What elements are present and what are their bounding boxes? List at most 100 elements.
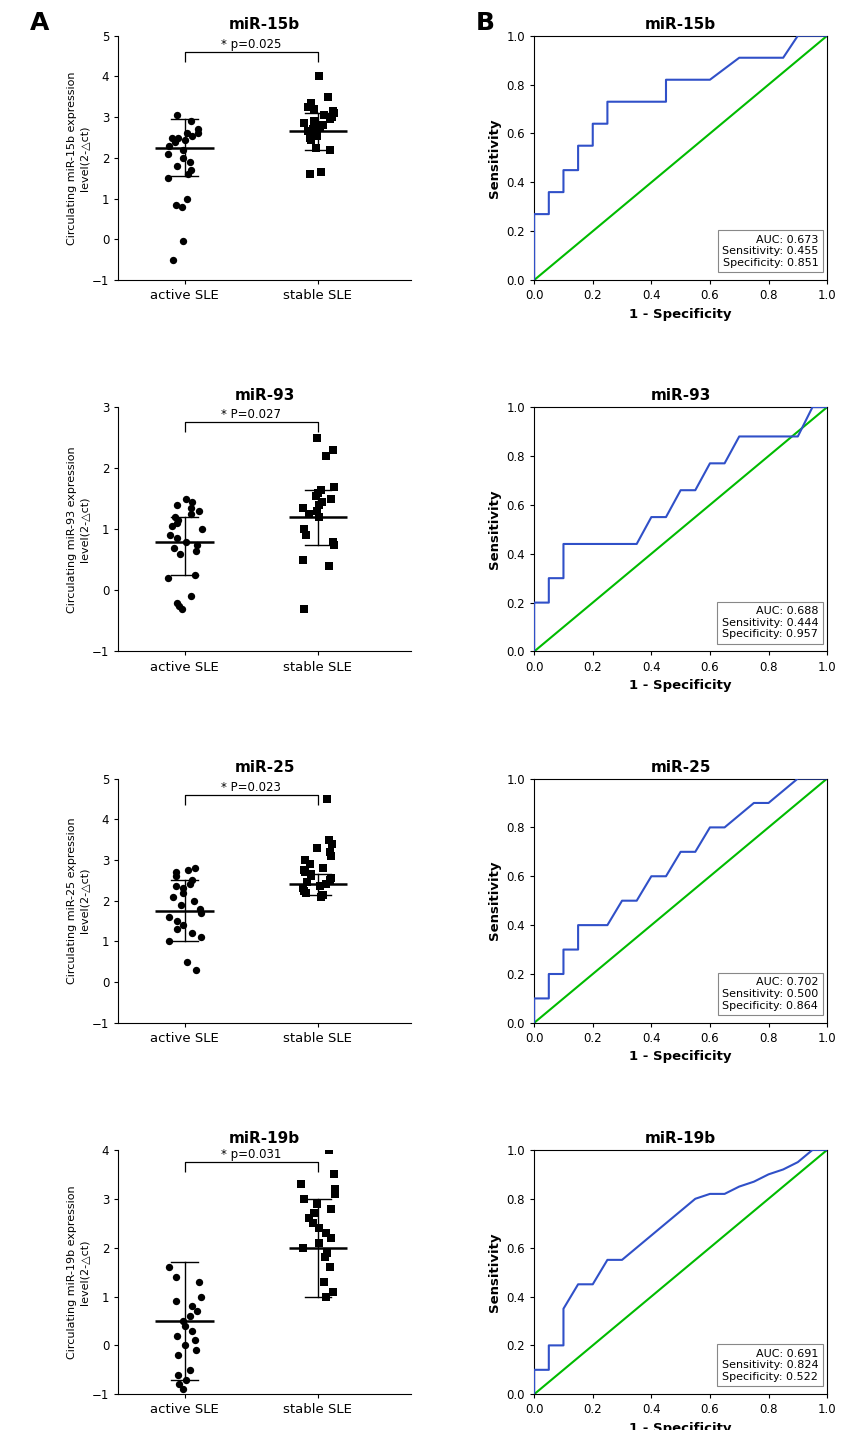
Text: AUC: 0.702
Sensitivity: 0.500
Specificity: 0.864: AUC: 0.702 Sensitivity: 0.500 Specificit… (722, 978, 819, 1011)
Point (322, 828, 336, 851)
Point (161, 566, 175, 589)
Point (170, 493, 183, 516)
Point (298, 848, 311, 871)
Y-axis label: Sensitivity: Sensitivity (488, 1233, 501, 1311)
Point (324, 1227, 338, 1250)
Point (183, 1304, 197, 1327)
Point (327, 531, 340, 553)
Point (323, 841, 337, 864)
Point (195, 518, 208, 541)
Text: * p=0.025: * p=0.025 (221, 37, 282, 51)
Point (171, 1344, 185, 1367)
Point (185, 110, 198, 133)
Point (327, 1280, 340, 1303)
Point (296, 549, 310, 572)
Point (189, 563, 203, 586)
Point (320, 1241, 333, 1264)
Point (312, 506, 326, 529)
Point (168, 506, 181, 529)
Point (321, 788, 334, 811)
X-axis label: 1 - Specificity: 1 - Specificity (630, 307, 732, 320)
Point (296, 1236, 310, 1258)
Point (166, 249, 180, 272)
Point (312, 64, 326, 87)
Point (170, 193, 183, 216)
Point (183, 872, 197, 895)
Point (188, 1328, 202, 1351)
Point (305, 92, 318, 114)
Point (311, 426, 324, 449)
Point (170, 865, 183, 888)
Point (312, 1231, 326, 1254)
Point (189, 958, 203, 981)
Point (306, 1211, 320, 1234)
Point (300, 871, 314, 894)
Point (306, 117, 320, 140)
Point (168, 130, 181, 153)
Point (303, 126, 316, 149)
Point (316, 884, 330, 907)
Point (327, 100, 340, 123)
Point (321, 86, 334, 109)
Point (180, 1369, 193, 1391)
Point (307, 110, 321, 133)
Point (314, 885, 327, 908)
Text: * p=0.031: * p=0.031 (221, 1148, 282, 1161)
Point (176, 230, 189, 253)
Point (327, 1163, 340, 1185)
Point (327, 439, 340, 462)
Point (327, 533, 341, 556)
Point (313, 116, 327, 139)
Point (328, 1183, 342, 1205)
Y-axis label: Circulating miR-19b expression
level(2-△ct): Circulating miR-19b expression level(2-△… (68, 1185, 89, 1358)
Point (322, 1138, 336, 1161)
Point (180, 122, 193, 144)
Point (193, 898, 207, 921)
Point (184, 502, 197, 525)
Point (304, 129, 317, 152)
Point (320, 872, 333, 895)
Point (185, 922, 198, 945)
Point (178, 129, 192, 152)
Point (310, 124, 323, 147)
Point (184, 496, 197, 519)
Point (183, 1358, 197, 1381)
Point (176, 881, 190, 904)
Point (163, 930, 176, 952)
Point (189, 1338, 203, 1361)
Point (324, 1197, 338, 1220)
Point (294, 1173, 307, 1195)
Point (311, 499, 324, 522)
Point (164, 523, 177, 546)
Point (166, 885, 180, 908)
Point (194, 1286, 208, 1308)
Point (322, 1256, 336, 1278)
Point (186, 869, 199, 892)
Point (191, 1300, 204, 1323)
Point (297, 518, 311, 541)
Point (194, 901, 208, 924)
Point (308, 122, 322, 144)
Point (170, 918, 184, 941)
Text: AUC: 0.688
Sensitivity: 0.444
Specificity: 0.957: AUC: 0.688 Sensitivity: 0.444 Specificit… (722, 606, 819, 639)
Y-axis label: Circulating miR-15b expression
level(2-△ct): Circulating miR-15b expression level(2-△… (68, 72, 89, 245)
Point (316, 857, 329, 879)
Point (304, 163, 317, 186)
Point (319, 445, 333, 468)
X-axis label: 1 - Specificity: 1 - Specificity (630, 679, 732, 692)
Point (190, 533, 203, 556)
Point (170, 1324, 184, 1347)
Point (172, 595, 186, 618)
Point (188, 857, 202, 879)
Point (162, 1256, 176, 1278)
Point (170, 528, 184, 551)
Point (174, 542, 187, 565)
Point (305, 865, 318, 888)
Point (327, 475, 341, 498)
Point (305, 862, 318, 885)
Point (192, 499, 206, 522)
Point (181, 163, 195, 186)
Point (314, 160, 327, 183)
Point (162, 905, 176, 928)
Y-axis label: Sensitivity: Sensitivity (488, 861, 501, 941)
